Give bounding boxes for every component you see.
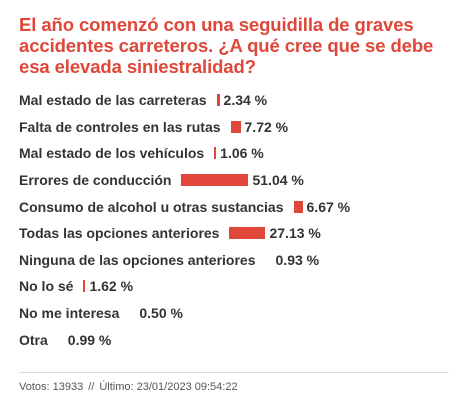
result-percent: 1.06 % bbox=[220, 145, 264, 162]
result-row: Falta de controles en las rutas 7.72 % bbox=[19, 114, 445, 141]
result-label: No me interesa bbox=[19, 305, 120, 322]
result-bar bbox=[229, 227, 266, 240]
result-label: Mal estado de los vehículos bbox=[19, 145, 205, 162]
result-row: Todas las opciones anteriores 27.13 % bbox=[19, 220, 445, 247]
result-percent: 6.67 % bbox=[306, 198, 351, 215]
result-row: Consumo de alcohol u otras sustancias 6.6… bbox=[19, 193, 445, 220]
result-label: Mal estado de las carreteras bbox=[19, 92, 207, 109]
last-vote-time: Último: 23/01/2023 09:54:22 bbox=[99, 381, 238, 393]
result-bar bbox=[214, 147, 217, 160]
result-row: No me interesa 0.50 % bbox=[19, 300, 445, 327]
result-percent: 7.72 % bbox=[244, 118, 289, 135]
result-row: Mal estado de las carreteras 2.34 % bbox=[19, 87, 445, 114]
result-percent: 51.04 % bbox=[252, 172, 304, 189]
footer-divider bbox=[19, 372, 449, 373]
result-row: Errores de conducción 51.04 % bbox=[19, 167, 445, 194]
result-label: Todas las opciones anteriores bbox=[19, 225, 220, 242]
result-label: Otra bbox=[19, 331, 48, 348]
poll-footer: Votos: 13933 // Último: 23/01/2023 09:54:2… bbox=[19, 381, 238, 393]
result-percent: 0.50 % bbox=[139, 305, 183, 322]
result-row: Otra 0.99 % bbox=[19, 326, 445, 353]
result-row: Ninguna de las opciones anteriores 0.93 % bbox=[19, 247, 445, 274]
result-percent: 27.13 % bbox=[269, 225, 321, 242]
votes-count: Votos: 13933 bbox=[19, 381, 84, 393]
result-percent: 0.93 % bbox=[275, 251, 320, 268]
result-label: Ninguna de las opciones anteriores bbox=[19, 251, 256, 268]
result-label: No lo sé bbox=[19, 278, 74, 295]
result-label: Falta de controles en las rutas bbox=[19, 118, 221, 135]
result-bar bbox=[83, 280, 86, 293]
result-bar bbox=[181, 174, 249, 187]
result-bar bbox=[230, 120, 241, 133]
footer-separator: // bbox=[88, 381, 95, 393]
result-label: Consumo de alcohol u otras sustancias bbox=[19, 198, 284, 215]
poll-results: Mal estado de las carreteras 2.34 % Falta … bbox=[19, 87, 445, 353]
result-percent: 0.99 % bbox=[67, 331, 112, 348]
result-percent: 2.34 % bbox=[223, 92, 268, 109]
result-bar bbox=[216, 94, 220, 107]
result-bar bbox=[293, 200, 303, 213]
result-row: No lo sé 1.62 % bbox=[19, 273, 445, 300]
result-percent: 1.62 % bbox=[89, 278, 134, 295]
result-row: Mal estado de los vehículos 1.06 % bbox=[19, 140, 445, 167]
poll-question: El año comenzó con una seguidilla de gra… bbox=[19, 14, 434, 77]
result-label: Errores de conducción bbox=[19, 172, 172, 189]
